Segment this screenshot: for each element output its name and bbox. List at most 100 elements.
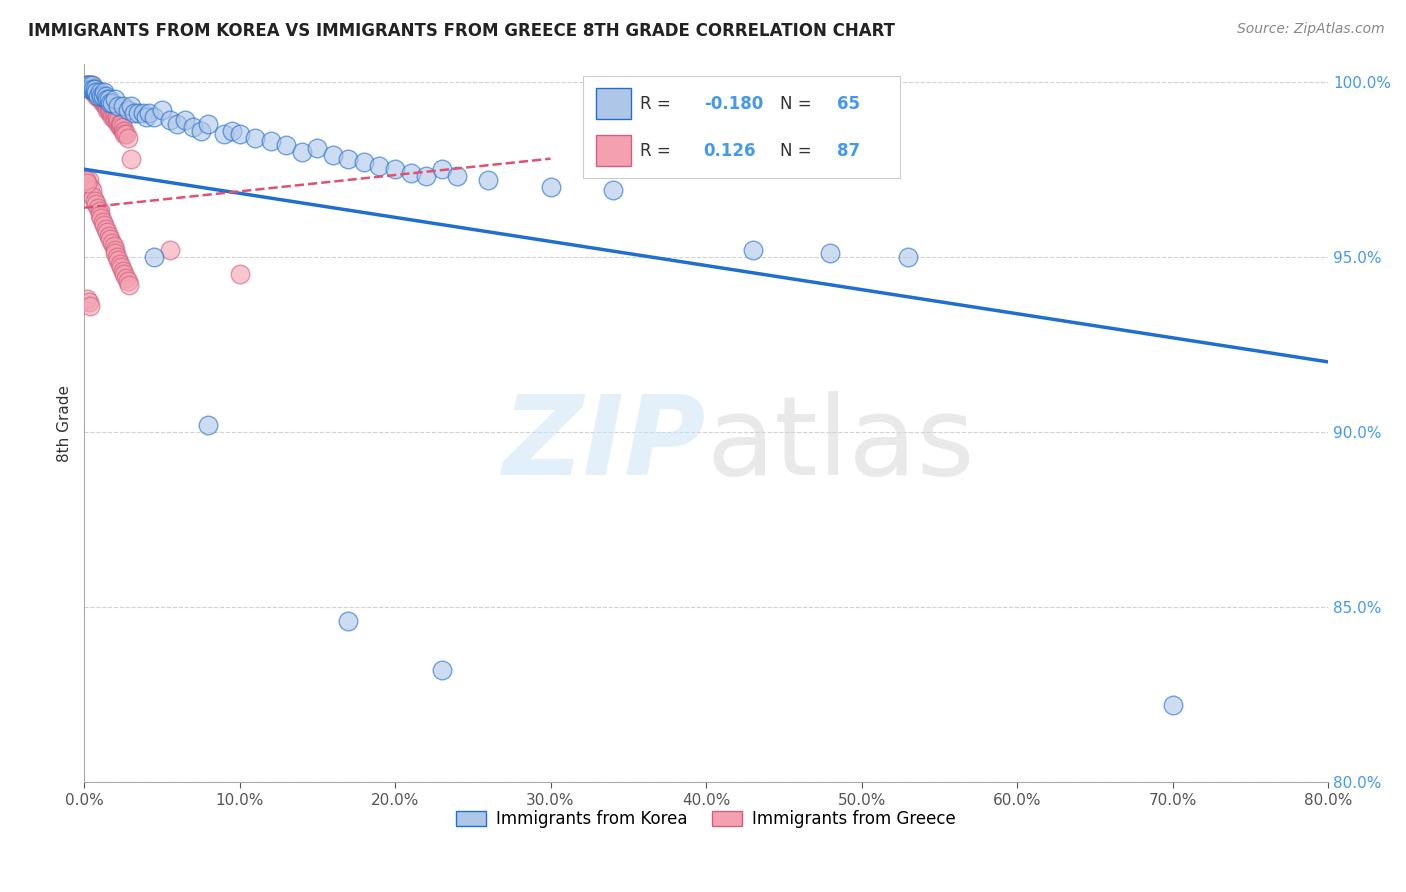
Point bbox=[228, 268, 250, 282]
Point bbox=[110, 260, 132, 275]
Point bbox=[112, 123, 135, 137]
Point bbox=[86, 88, 108, 103]
Point bbox=[91, 95, 114, 110]
Text: 0.126: 0.126 bbox=[704, 142, 756, 160]
Point bbox=[87, 88, 110, 103]
Point bbox=[82, 81, 104, 95]
Point bbox=[94, 221, 117, 235]
Point bbox=[77, 295, 100, 310]
Point bbox=[90, 211, 112, 226]
Point bbox=[87, 201, 110, 215]
Point bbox=[384, 162, 406, 177]
Point bbox=[741, 243, 763, 257]
Point bbox=[103, 239, 125, 253]
Point bbox=[166, 117, 188, 131]
Point bbox=[96, 99, 118, 113]
Point bbox=[150, 103, 173, 117]
Point bbox=[540, 179, 562, 194]
Point bbox=[105, 113, 128, 128]
Point bbox=[120, 152, 142, 166]
Point bbox=[80, 81, 103, 95]
Text: atlas: atlas bbox=[706, 392, 974, 499]
Text: R =: R = bbox=[641, 95, 676, 112]
Bar bbox=[596, 136, 631, 166]
Point bbox=[430, 663, 453, 677]
Point bbox=[75, 172, 97, 186]
Point bbox=[89, 88, 111, 103]
Point bbox=[307, 141, 329, 155]
Point bbox=[143, 110, 166, 124]
Point bbox=[107, 99, 129, 113]
Point bbox=[79, 299, 101, 313]
Point bbox=[430, 162, 453, 177]
Point bbox=[602, 183, 624, 197]
Point bbox=[91, 88, 114, 103]
Text: IMMIGRANTS FROM KOREA VS IMMIGRANTS FROM GREECE 8TH GRADE CORRELATION CHART: IMMIGRANTS FROM KOREA VS IMMIGRANTS FROM… bbox=[28, 22, 896, 40]
Point bbox=[83, 85, 105, 99]
Point bbox=[96, 103, 118, 117]
Point bbox=[97, 99, 120, 113]
Point bbox=[93, 95, 115, 110]
Point bbox=[89, 85, 111, 99]
Point bbox=[104, 246, 127, 260]
Point bbox=[87, 88, 110, 103]
Point bbox=[89, 92, 111, 106]
Point bbox=[212, 127, 235, 141]
Point bbox=[108, 117, 131, 131]
Point bbox=[101, 95, 124, 110]
Point bbox=[93, 92, 115, 106]
Point bbox=[132, 106, 155, 120]
Point bbox=[97, 103, 120, 117]
Point bbox=[897, 250, 920, 264]
Point bbox=[82, 85, 104, 99]
Point bbox=[259, 134, 281, 148]
Point bbox=[446, 169, 468, 184]
Point bbox=[120, 99, 142, 113]
Point bbox=[104, 243, 127, 257]
Point bbox=[100, 232, 122, 246]
Bar bbox=[596, 88, 631, 119]
Point bbox=[107, 117, 129, 131]
Point bbox=[276, 137, 298, 152]
Point bbox=[111, 123, 134, 137]
Point bbox=[83, 85, 105, 99]
Point bbox=[101, 235, 124, 250]
Point bbox=[83, 81, 105, 95]
Point bbox=[159, 243, 181, 257]
Point bbox=[110, 120, 132, 135]
Point bbox=[89, 208, 111, 222]
Point bbox=[820, 246, 842, 260]
Point bbox=[135, 110, 157, 124]
Point bbox=[122, 106, 145, 120]
Point bbox=[127, 106, 149, 120]
Point bbox=[337, 614, 360, 628]
Text: ZIP: ZIP bbox=[502, 392, 706, 499]
Point bbox=[337, 152, 360, 166]
Point bbox=[97, 92, 120, 106]
Point bbox=[101, 106, 124, 120]
Point bbox=[93, 219, 115, 233]
Point bbox=[105, 110, 128, 124]
Point bbox=[228, 127, 250, 141]
Point bbox=[115, 270, 138, 285]
Point bbox=[110, 117, 132, 131]
Point bbox=[90, 88, 112, 103]
Point bbox=[94, 88, 117, 103]
Text: -0.180: -0.180 bbox=[704, 95, 763, 112]
Point bbox=[143, 250, 166, 264]
Text: N =: N = bbox=[779, 95, 817, 112]
Point bbox=[108, 120, 131, 135]
Point bbox=[291, 145, 314, 159]
Point bbox=[91, 92, 114, 106]
Point bbox=[77, 172, 100, 186]
Point bbox=[118, 277, 141, 292]
Point bbox=[243, 130, 266, 145]
Point bbox=[76, 176, 98, 190]
Point bbox=[79, 81, 101, 95]
Point bbox=[94, 95, 117, 110]
Point bbox=[159, 113, 181, 128]
Point bbox=[90, 92, 112, 106]
Point bbox=[79, 179, 101, 194]
Y-axis label: 8th Grade: 8th Grade bbox=[58, 384, 72, 462]
Point bbox=[82, 81, 104, 95]
